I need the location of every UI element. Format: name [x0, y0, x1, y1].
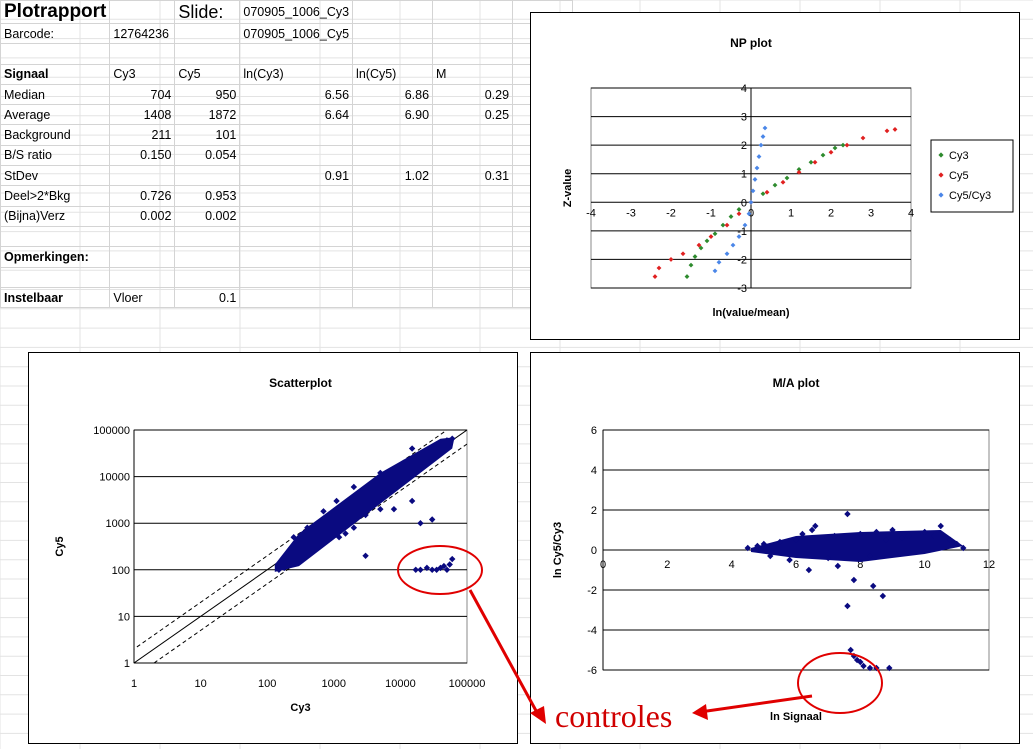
- controles-annotation-label: controles: [555, 700, 672, 732]
